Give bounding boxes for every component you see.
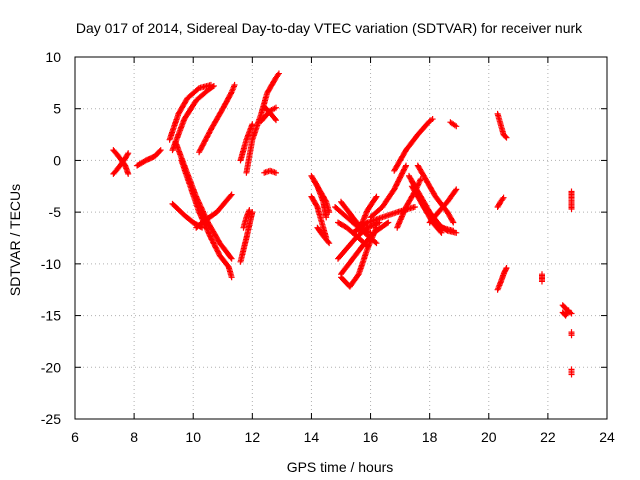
x-tick-label: 18: [422, 429, 438, 445]
y-tick-label: -25: [41, 411, 61, 427]
plus-markers: [391, 116, 436, 174]
plus-markers: [426, 186, 460, 226]
data-series-arc: [134, 147, 164, 169]
data-series-arc: [193, 191, 235, 231]
data-series-arc: [568, 366, 575, 378]
data-series-arc: [311, 178, 333, 216]
plus-markers: [243, 70, 282, 176]
plus-markers: [237, 209, 256, 265]
plus-markers: [568, 329, 575, 339]
plot-frame: [74, 56, 608, 420]
x-tick-label: 14: [304, 429, 320, 445]
data-series-arc: [110, 150, 132, 177]
plus-markers: [110, 150, 132, 177]
data-series-arc: [559, 307, 572, 319]
data-series-arc: [391, 116, 436, 174]
y-tick-label: -10: [41, 256, 61, 272]
x-tick-label: 24: [599, 429, 615, 445]
plus-markers: [314, 224, 333, 247]
plus-markers: [367, 162, 410, 221]
y-tick-label: -15: [41, 308, 61, 324]
data-series-arc: [426, 186, 460, 226]
plus-markers: [338, 224, 380, 290]
x-tick-label: 22: [540, 429, 556, 445]
plus-markers: [538, 271, 545, 285]
data-series-arc: [447, 119, 460, 130]
plus-markers: [494, 194, 507, 210]
data-series-arc: [258, 104, 279, 125]
chart-title: Day 017 of 2014, Sidereal Day-to-day VTE…: [76, 20, 583, 36]
data-series-arc: [338, 224, 380, 290]
plus-markers: [258, 104, 279, 125]
data-series-arc: [237, 209, 256, 265]
data-series-arc: [261, 167, 279, 176]
axis-ticks: 6 8 10 12 14 16 18 20 22 24 -25 -20 -15 -10 -5 0 5 10: [41, 49, 615, 445]
data-series-arc: [494, 194, 507, 210]
plus-markers: [196, 81, 238, 156]
plus-markers: [355, 193, 380, 234]
data-series-arc: [196, 81, 238, 156]
data-points: [110, 70, 575, 378]
data-series-arc: [568, 188, 575, 213]
x-axis-label: GPS time / hours: [287, 459, 394, 475]
x-tick-label: 10: [185, 429, 201, 445]
x-tick-label: 6: [71, 429, 79, 445]
plus-markers: [447, 119, 460, 130]
x-tick-label: 12: [245, 429, 261, 445]
plus-markers: [559, 307, 572, 319]
data-series-arc: [367, 162, 410, 221]
data-series-arc: [166, 81, 214, 143]
data-series-arc: [494, 110, 510, 141]
data-series-arc: [314, 224, 333, 247]
x-tick-label: 20: [481, 429, 497, 445]
y-tick-label: 0: [53, 152, 61, 168]
plus-markers: [240, 207, 253, 231]
data-series-arc: [355, 193, 380, 234]
y-tick-label: -20: [41, 359, 61, 375]
plus-markers: [311, 178, 333, 216]
plus-markers: [166, 81, 214, 143]
data-series-arc: [308, 193, 330, 241]
data-series-arc: [335, 219, 383, 262]
plus-markers: [134, 147, 164, 169]
data-series-arc: [172, 138, 235, 262]
plus-markers: [308, 193, 330, 241]
x-tick-label: 8: [130, 429, 138, 445]
plus-markers: [414, 162, 457, 226]
y-tick-label: 10: [45, 49, 61, 65]
plus-markers: [237, 121, 256, 164]
plus-markers: [193, 191, 235, 231]
data-series-arc: [414, 162, 457, 226]
data-series-arc: [568, 329, 575, 339]
y-tick-label: -5: [49, 204, 62, 220]
plus-markers: [568, 188, 575, 213]
plus-markers: [261, 167, 279, 176]
y-tick-label: 5: [53, 101, 61, 117]
data-series-arc: [494, 264, 510, 293]
plus-markers: [335, 219, 383, 262]
data-series-arc: [240, 207, 253, 231]
plus-markers: [494, 264, 510, 293]
data-series-arc: [538, 271, 545, 285]
x-tick-label: 16: [363, 429, 379, 445]
plus-markers: [172, 138, 235, 262]
plus-markers: [494, 110, 510, 141]
y-axis-label: SDTVAR / TECUs: [7, 184, 23, 296]
data-series-arc: [243, 70, 282, 176]
plus-markers: [568, 366, 575, 378]
grid-lines: [75, 57, 607, 419]
data-series-arc: [237, 121, 256, 164]
